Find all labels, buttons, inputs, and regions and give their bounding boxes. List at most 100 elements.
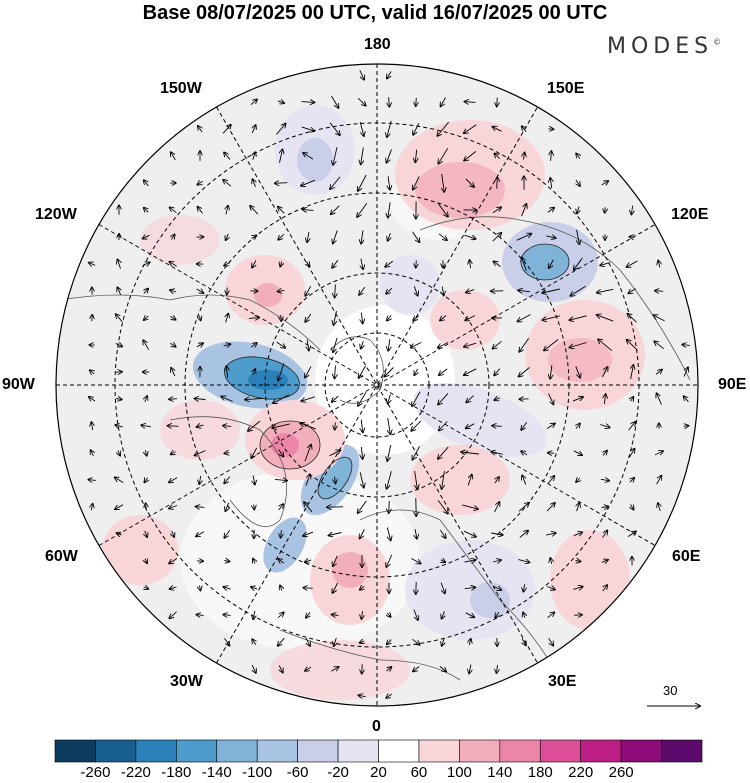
arrow-icon	[654, 341, 664, 350]
arrow-icon	[437, 500, 448, 513]
arrow-icon	[439, 368, 448, 375]
arrow-icon	[631, 205, 632, 215]
arrow-icon	[276, 341, 285, 348]
colorbar-swatch	[256, 739, 298, 763]
arrow-icon	[464, 368, 477, 375]
arrow-icon	[438, 393, 449, 404]
arrow-icon	[573, 532, 582, 535]
anomaly-positive	[270, 640, 410, 700]
arrow-icon	[494, 398, 500, 400]
arrow-icon	[388, 202, 390, 217]
arrow-icon	[547, 208, 554, 213]
arrow-icon	[548, 393, 554, 405]
arrow-icon	[301, 396, 315, 401]
arrow-icon	[546, 236, 555, 238]
arrow-icon	[658, 503, 660, 512]
arrow-icon	[305, 285, 312, 296]
arrow-icon	[521, 421, 528, 430]
arrow-icon	[278, 233, 285, 240]
arrow-icon	[251, 587, 258, 589]
arrow-icon	[388, 394, 391, 403]
arrow-icon	[684, 396, 689, 403]
arrow-icon	[574, 257, 583, 270]
arrow-icon	[252, 639, 256, 646]
arrow-icon	[275, 183, 288, 184]
arrow-icon	[569, 342, 587, 348]
wind-scale-label: 30	[663, 683, 678, 698]
arrow-icon	[495, 477, 499, 484]
arrow-icon	[602, 367, 607, 378]
colorbar-swatch	[54, 739, 96, 763]
arrow-icon	[413, 315, 420, 321]
arrow-icon	[223, 587, 231, 589]
arrow-icon	[361, 341, 364, 348]
arrow-icon	[329, 533, 342, 536]
arrow-icon	[276, 124, 285, 135]
arrow-icon	[171, 235, 174, 240]
arrow-icon	[570, 285, 586, 296]
arrow-icon	[466, 289, 475, 292]
arrow-icon	[307, 231, 309, 242]
arrow-icon	[301, 179, 316, 186]
arrow-icon	[306, 637, 310, 646]
arrow-icon	[576, 179, 580, 186]
arrow-icon	[330, 176, 341, 189]
colorbar-swatch	[580, 739, 622, 763]
arrow-icon	[492, 233, 502, 242]
arrow-icon	[465, 612, 475, 618]
arrow-icon	[388, 339, 390, 351]
arrow-icon	[195, 450, 206, 456]
arrow-icon	[169, 399, 177, 400]
arrow-icon	[329, 122, 340, 135]
colorbar-tick-label: 180	[527, 764, 553, 781]
lon-label-60w: 60W	[45, 548, 78, 565]
arrow-icon	[361, 419, 363, 433]
arrow-icon	[389, 97, 390, 107]
arrow-icon	[223, 426, 232, 427]
colorbar-tick-label: 220	[568, 764, 594, 781]
arrow-icon	[359, 121, 364, 136]
map-title: Base 08/07/2025 00 UTC, valid 16/07/2025…	[142, 2, 608, 24]
arrow-icon	[196, 343, 203, 347]
arrow-icon	[519, 367, 530, 377]
arrow-icon	[171, 152, 176, 161]
arrow-icon	[495, 612, 498, 617]
colorbar-swatch	[216, 739, 258, 763]
arrow-icon	[386, 554, 393, 567]
arrow-icon	[575, 366, 580, 377]
arrow-icon	[332, 395, 339, 402]
anomaly-positive	[550, 530, 630, 630]
arrow-icon	[387, 667, 392, 671]
arrow-icon	[387, 471, 392, 488]
arrow-icon	[333, 555, 338, 566]
arrow-icon	[630, 478, 634, 482]
colorbar-tick-label: -100	[242, 764, 273, 781]
arrow-icon	[442, 611, 445, 618]
anomaly-positive	[254, 283, 282, 307]
arrow-icon	[464, 560, 476, 562]
arrow-icon	[576, 424, 580, 429]
arrow-icon	[600, 263, 611, 266]
arrow-icon	[144, 587, 149, 589]
arrow-icon	[305, 313, 312, 322]
arrow-icon	[199, 316, 200, 321]
arrow-icon	[252, 125, 255, 134]
arrow-icon	[332, 615, 339, 616]
arrow-icon	[222, 125, 231, 134]
arrow-icon	[278, 449, 284, 457]
arrow-icon	[224, 476, 231, 484]
arrow-icon	[465, 102, 476, 103]
arrow-icon	[305, 366, 312, 377]
arrow-icon	[277, 612, 283, 618]
colorbar-swatch	[135, 739, 177, 763]
arrow-icon	[253, 559, 255, 564]
arrow-icon	[387, 120, 392, 137]
arrow-icon	[655, 370, 662, 375]
arrow-icon	[492, 585, 502, 590]
anomaly-negative	[380, 255, 440, 315]
arrow-icon	[301, 102, 315, 103]
colorbar-swatch	[459, 739, 501, 763]
lon-label-30e: 30E	[548, 673, 577, 690]
colorbar-tick-label: 100	[446, 764, 472, 781]
arrow-icon	[171, 452, 176, 455]
